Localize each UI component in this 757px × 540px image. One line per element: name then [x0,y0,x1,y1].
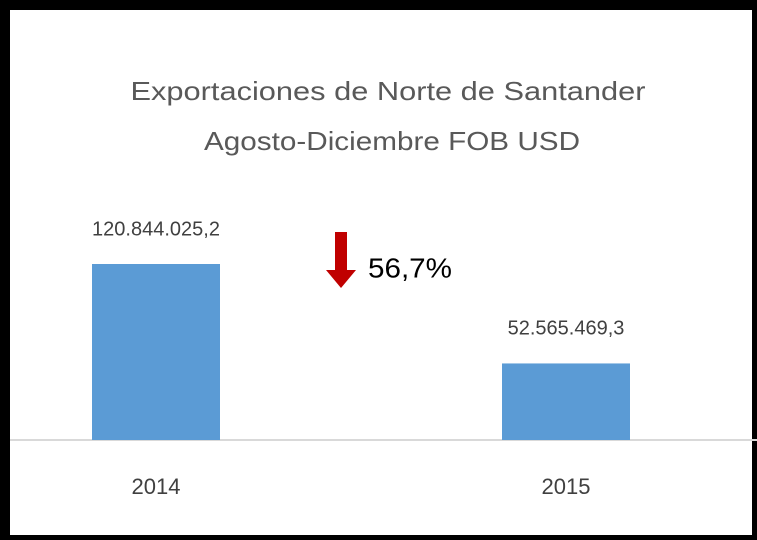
chart-subtitle: Agosto-Diciembre FOB USD [204,126,580,156]
x-tick-label: 2015 [542,474,591,499]
chart-title: Exportaciones de Norte de Santander [131,76,646,106]
annotation: 56,7% [368,252,452,283]
bar [92,264,220,440]
value-label: 120.844.025,2 [92,218,220,240]
value-label: 52.565.469,3 [508,318,625,340]
x-tick-label: 2014 [132,474,181,499]
bar [502,363,630,440]
down-arrow [326,232,356,288]
